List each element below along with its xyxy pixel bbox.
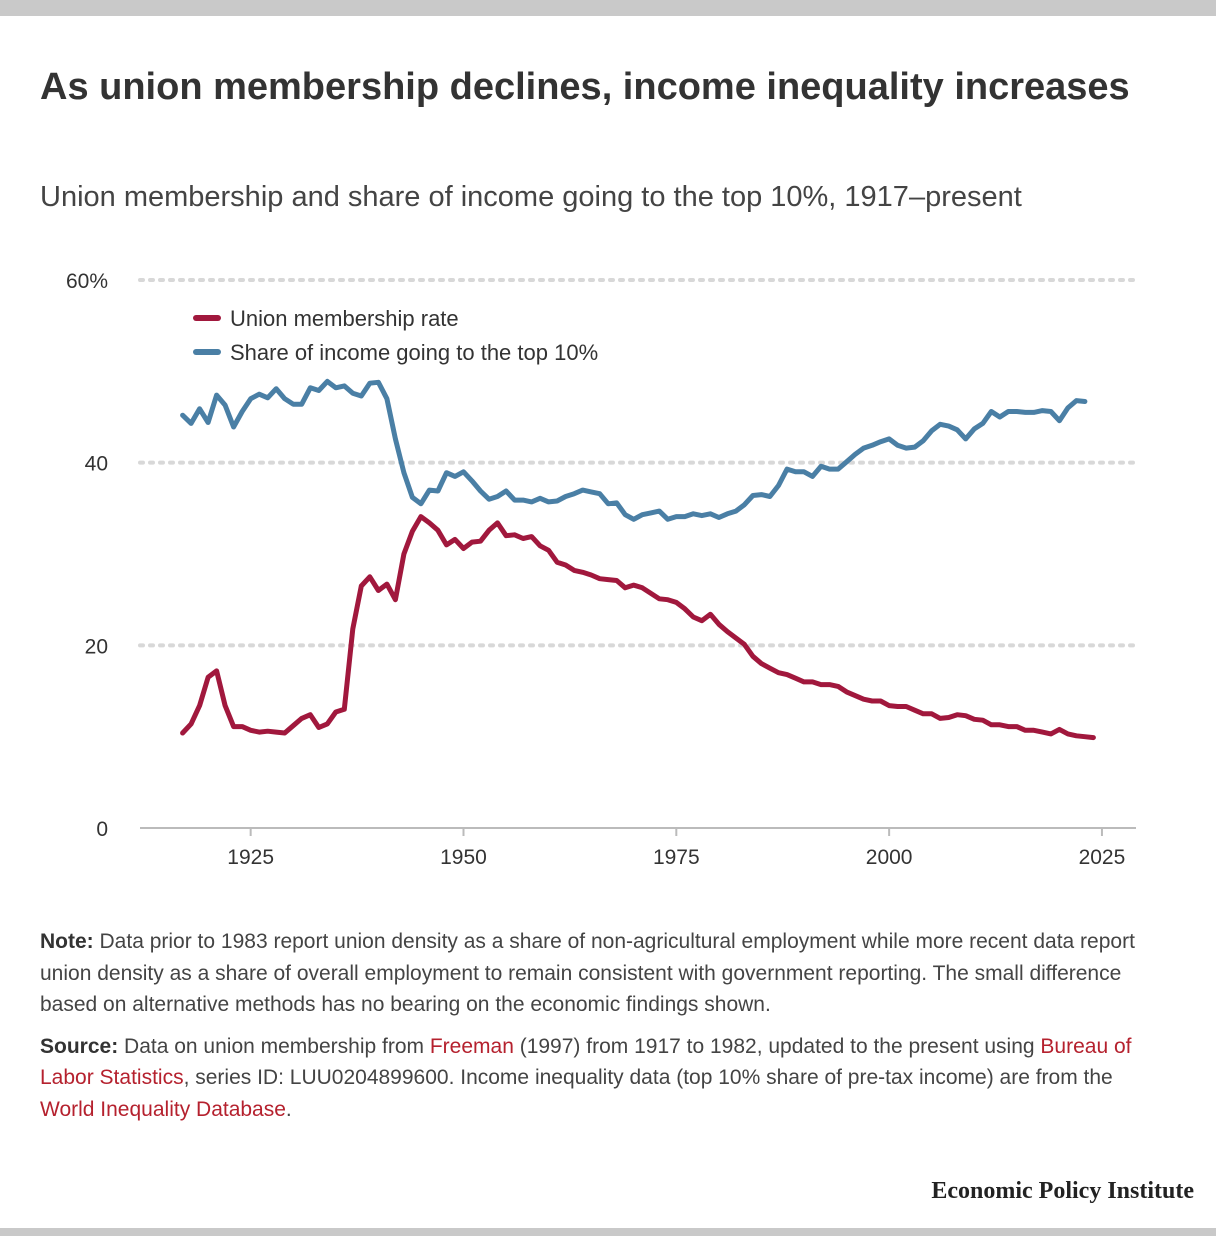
x-tick-label: 2025 bbox=[1079, 846, 1126, 869]
x-tick-label: 1950 bbox=[440, 846, 487, 869]
note-paragraph: Note: Data prior to 1983 report union de… bbox=[40, 926, 1170, 1021]
source-paragraph: Source: Data on union membership from Fr… bbox=[40, 1031, 1170, 1126]
note-label: Note: bbox=[40, 930, 94, 953]
notes-section: Note: Data prior to 1983 report union de… bbox=[40, 926, 1170, 1135]
source-text-1: Data on union membership from bbox=[124, 1034, 430, 1058]
axes: 0 20 40 60% 1925 1950 1975 2000 2025 bbox=[66, 270, 1136, 869]
source-label: Source: bbox=[40, 1034, 119, 1058]
epi-logo: Economic Policy Institute bbox=[931, 1178, 1194, 1204]
y-tick-label: 40 bbox=[85, 453, 108, 476]
union-membership-line bbox=[180, 514, 1096, 741]
y-tick-label: 20 bbox=[85, 635, 108, 658]
bls-link[interactable]: Bureau of Labor Statistics bbox=[40, 1034, 1132, 1090]
chart-title: As union membership declines, income ine… bbox=[40, 66, 1130, 108]
source-text-2: (1997) from 1917 to 1982, updated to the… bbox=[513, 1034, 1041, 1058]
x-tick-label: 2000 bbox=[866, 846, 913, 869]
note-text: Data prior to 1983 report union density … bbox=[40, 930, 1135, 1016]
chart-subtitle: Union membership and share of income goi… bbox=[40, 181, 1022, 213]
source-text-4: . bbox=[285, 1097, 292, 1121]
x-tick-label: 1975 bbox=[653, 846, 700, 869]
bottom-border bbox=[0, 1228, 1216, 1236]
gridlines bbox=[138, 278, 1138, 648]
x-tick-label: 1925 bbox=[227, 846, 274, 869]
legend: Union membership rate Share of income goi… bbox=[193, 306, 598, 365]
legend-label: Share of income going to the top 10% bbox=[230, 340, 598, 365]
y-tick-label: 0 bbox=[96, 818, 108, 841]
top10-income-share-line bbox=[180, 378, 1088, 522]
line-chart: 0 20 40 60% 1925 1950 1975 2000 2025 Union membe… bbox=[66, 270, 1138, 869]
freeman-link[interactable]: Freeman bbox=[429, 1034, 514, 1058]
source-text-3: , series ID: LUU0204899600. Income inequ… bbox=[183, 1066, 1113, 1089]
legend-label: Union membership rate bbox=[230, 306, 459, 331]
wid-link[interactable]: World Inequality Database bbox=[40, 1097, 286, 1121]
y-tick-label: 60% bbox=[66, 270, 108, 293]
series-lines bbox=[180, 378, 1096, 741]
top-border bbox=[0, 0, 1216, 16]
